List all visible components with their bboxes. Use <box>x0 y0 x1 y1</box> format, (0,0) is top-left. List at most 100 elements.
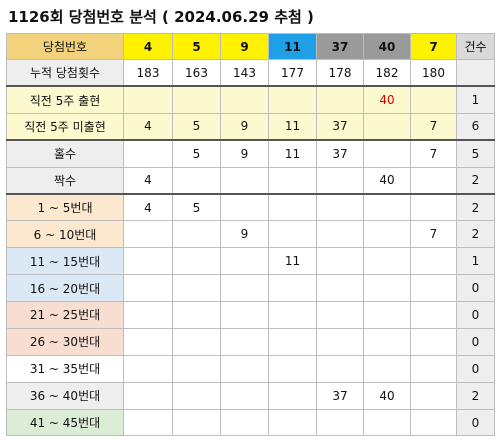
count-cell: 2 <box>456 166 495 195</box>
table-cell <box>363 274 411 303</box>
table-cell <box>316 166 364 195</box>
table-cell <box>123 274 173 303</box>
highlighted-cell: 40 <box>363 85 411 114</box>
table-cell <box>316 192 364 222</box>
table-cell: 7 <box>410 112 457 141</box>
table-cell <box>410 408 457 437</box>
table-cell: 182 <box>363 59 411 87</box>
table-cell <box>172 166 221 195</box>
bonus-number: 7 <box>410 33 457 60</box>
table-cell <box>410 274 457 303</box>
table-cell <box>220 301 269 329</box>
table-cell <box>268 301 317 329</box>
table-cell <box>172 220 221 249</box>
table-cell <box>410 301 457 329</box>
table-cell <box>172 247 221 276</box>
table-cell <box>363 408 411 437</box>
count-cell: 0 <box>456 354 495 383</box>
number-ball-3: 9 <box>220 33 269 60</box>
table-cell <box>220 274 269 303</box>
header-label: 당첨번호 <box>6 33 124 60</box>
number-ball-6: 40 <box>363 33 411 60</box>
row-label: 26 ~ 30번대 <box>6 327 124 356</box>
row-label: 31 ~ 35번대 <box>6 354 124 383</box>
table-cell <box>316 354 364 383</box>
table-cell <box>316 327 364 356</box>
table-cell <box>410 247 457 276</box>
table-cell <box>268 274 317 303</box>
table-cell: 9 <box>220 220 269 249</box>
table-cell <box>268 381 317 410</box>
table-cell: 183 <box>123 59 173 87</box>
table-cell <box>410 85 457 114</box>
row-label: 짝수 <box>6 166 124 195</box>
table-cell: 40 <box>363 381 411 410</box>
table-cell <box>172 381 221 410</box>
table-row: 36 ~ 40번대 37 40 2 <box>6 381 495 410</box>
table-cell <box>410 192 457 222</box>
table-cell <box>123 85 173 114</box>
table-row: 41 ~ 45번대 0 <box>6 408 495 437</box>
table-cell <box>363 301 411 329</box>
count-cell: 2 <box>456 220 495 249</box>
table-cell: 37 <box>316 112 364 141</box>
table-cell <box>220 408 269 437</box>
table-cell: 37 <box>316 381 364 410</box>
count-cell <box>456 59 495 87</box>
count-cell: 2 <box>456 192 495 222</box>
table-cell <box>316 220 364 249</box>
table-cell <box>316 408 364 437</box>
count-cell: 1 <box>456 85 495 114</box>
table-cell: 177 <box>268 59 317 87</box>
table-row: 26 ~ 30번대 0 <box>6 327 495 356</box>
table-row: 누적 당첨횟수 183 163 143 177 178 182 180 <box>6 59 495 87</box>
count-cell: 2 <box>456 381 495 410</box>
row-label: 직전 5주 출현 <box>6 85 124 114</box>
table-cell <box>172 354 221 383</box>
table-cell <box>316 274 364 303</box>
row-label: 11 ~ 15번대 <box>6 247 124 276</box>
table-row: 직전 5주 미출현 4 5 9 11 37 7 6 <box>6 112 495 141</box>
table-cell <box>363 247 411 276</box>
table-cell: 40 <box>363 166 411 195</box>
count-cell: 0 <box>456 327 495 356</box>
table-row: 16 ~ 20번대 0 <box>6 274 495 303</box>
table-row: 31 ~ 35번대 0 <box>6 354 495 383</box>
number-ball-2: 5 <box>172 33 221 60</box>
count-cell: 0 <box>456 301 495 329</box>
table-cell: 4 <box>123 192 173 222</box>
table-cell <box>172 274 221 303</box>
table-cell <box>268 220 317 249</box>
table-cell <box>268 327 317 356</box>
table-cell <box>172 301 221 329</box>
table-row: 직전 5주 출현 40 1 <box>6 85 495 114</box>
table-cell <box>363 112 411 141</box>
header-row: 당첨번호 4 5 9 11 37 40 7 건수 <box>6 33 495 60</box>
table-cell <box>363 192 411 222</box>
count-cell: 6 <box>456 112 495 141</box>
table-cell <box>268 166 317 195</box>
table-cell: 11 <box>268 247 317 276</box>
count-cell: 0 <box>456 408 495 437</box>
row-label: 직전 5주 미출현 <box>6 112 124 141</box>
table-cell <box>220 85 269 114</box>
row-label: 누적 당첨횟수 <box>6 59 124 87</box>
table-cell <box>268 192 317 222</box>
table-cell: 9 <box>220 139 269 168</box>
table-row: 21 ~ 25번대 0 <box>6 301 495 329</box>
table-cell <box>410 354 457 383</box>
table-cell <box>268 354 317 383</box>
table-cell <box>123 408 173 437</box>
count-cell: 5 <box>456 139 495 168</box>
table-row: 6 ~ 10번대 9 7 2 <box>6 220 495 249</box>
table-cell <box>123 139 173 168</box>
table-cell <box>363 354 411 383</box>
table-row: 1 ~ 5번대 4 5 2 <box>6 192 495 222</box>
table-cell <box>123 247 173 276</box>
table-cell <box>123 220 173 249</box>
count-header: 건수 <box>456 33 495 60</box>
table-row: 11 ~ 15번대 11 1 <box>6 247 495 276</box>
table-cell <box>172 408 221 437</box>
table-cell <box>220 327 269 356</box>
table-cell: 9 <box>220 112 269 141</box>
